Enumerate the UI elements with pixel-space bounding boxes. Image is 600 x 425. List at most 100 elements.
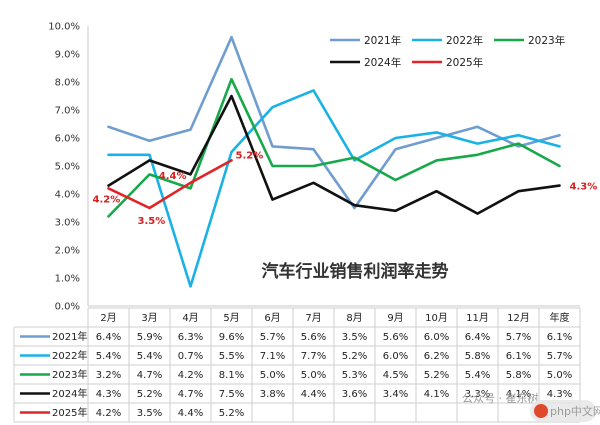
table-row-label: 2025年 [52, 406, 87, 419]
table-cell: 7.1% [260, 351, 285, 362]
table-cell: 3.3% [465, 389, 490, 400]
table-cell: 6.2% [424, 351, 449, 362]
table-cell: 3.5% [137, 408, 162, 419]
table-cell: 5.8% [465, 351, 490, 362]
y-tick-label: 0.0% [55, 302, 80, 313]
x-tick-label: 3月 [141, 312, 157, 324]
table-row-label: 2021年 [52, 330, 87, 343]
table-cell: 3.2% [96, 370, 121, 381]
x-tick-label: 10月 [425, 312, 448, 324]
watermark-site: php中文网 [550, 404, 600, 418]
y-tick-label: 3.0% [55, 218, 80, 229]
table-cell: 4.3% [547, 389, 572, 400]
table-cell: 5.2% [137, 389, 162, 400]
table-cell: 5.2% [342, 351, 367, 362]
legend-label: 2025年 [446, 56, 483, 69]
data-label: 4.2% [93, 194, 121, 205]
watermark-logo-badge [530, 400, 596, 422]
y-tick-label: 2.0% [55, 246, 80, 257]
table-cell: 4.2% [96, 408, 121, 419]
table-cell: 5.6% [383, 332, 408, 343]
legend-label: 2022年 [446, 34, 483, 47]
table-cell: 5.7% [547, 351, 572, 362]
watermark: 公众号 · 崔东树 php中文网 [462, 391, 600, 422]
x-tick-label: 2月 [100, 312, 116, 324]
table-cell: 5.7% [506, 332, 531, 343]
watermark-account: 公众号 · 崔东树 [462, 391, 539, 405]
legend-label: 2023年 [528, 34, 565, 47]
data-label: 3.5% [138, 216, 166, 227]
legend-label: 2024年 [364, 56, 401, 69]
watermark-logo-icon [534, 404, 548, 418]
table-cell: 4.2% [178, 370, 203, 381]
table-cell: 5.0% [547, 370, 572, 381]
data-table: 2月 3月 4月 5月 6月 7月 8月 9月 10月 11月 12月 年度 2021年 6.4% 5.9%… [13, 307, 581, 423]
table-cell: 3.8% [260, 389, 285, 400]
table-cell: 5.4% [465, 370, 490, 381]
table-cell: 4.5% [383, 370, 408, 381]
data-label: 4.4% [159, 171, 187, 182]
y-tick-label: 8.0% [55, 78, 80, 89]
x-tick-label: 9月 [387, 312, 403, 324]
table-cell: 6.0% [383, 351, 408, 362]
table-cell: 6.4% [96, 332, 121, 343]
annotations: 4.2% 3.5% 4.4% 5.2% 4.3% [93, 150, 598, 227]
table-cell: 3.4% [383, 389, 408, 400]
y-tick-label: 10.0% [48, 22, 80, 33]
table-cell: 5.0% [260, 370, 285, 381]
plot-area [87, 26, 580, 307]
table-cell: 3.5% [342, 332, 367, 343]
table-cell: 4.4% [178, 408, 203, 419]
table-cell: 4.7% [137, 370, 162, 381]
table-cell: 5.2% [424, 370, 449, 381]
table-row-label: 2022年 [52, 349, 87, 362]
table-cell: 4.7% [178, 389, 203, 400]
table-cell: 0.7% [178, 351, 203, 362]
x-tick-label: 5月 [223, 312, 239, 324]
x-tick-label: 12月 [507, 312, 530, 324]
y-tick-label: 4.0% [55, 190, 80, 201]
table-cell: 5.8% [506, 370, 531, 381]
table-cell: 5.2% [219, 408, 244, 419]
table-cell: 6.3% [178, 332, 203, 343]
table-cell: 9.6% [219, 332, 244, 343]
table-cell: 4.3% [96, 389, 121, 400]
table-cell: 5.9% [137, 332, 162, 343]
table-cell: 4.1% [424, 389, 449, 400]
x-tick-label: 11月 [466, 312, 489, 324]
series-line-1 [107, 35, 561, 210]
table-cell: 5.0% [301, 370, 326, 381]
data-label: 4.3% [570, 182, 598, 193]
data-label: 5.2% [236, 150, 264, 161]
series-line-3 [107, 77, 561, 218]
legend-label: 2021年 [364, 34, 401, 47]
x-tick-label: 7月 [305, 312, 321, 324]
table-cell: 6.1% [506, 351, 531, 362]
chart-title: 汽车行业销售利润率走势 [262, 261, 449, 282]
series-lines [107, 35, 561, 288]
x-tick-label: 6月 [264, 312, 280, 324]
y-tick-label: 1.0% [55, 274, 80, 285]
table-cell: 5.5% [219, 351, 244, 362]
series-line-5 [107, 159, 233, 210]
table-cell: 4.4% [301, 389, 326, 400]
legend: 2021年 2022年 2023年 2024年 2025年 [330, 34, 565, 69]
x-tick-label: 4月 [182, 312, 198, 324]
y-tick-label: 7.0% [55, 106, 80, 117]
table-cell: 6.4% [465, 332, 490, 343]
table-cell: 6.1% [547, 332, 572, 343]
table-cell: 5.7% [260, 332, 285, 343]
series-line-2 [107, 89, 561, 288]
table-cell: 7.5% [219, 389, 244, 400]
series-line-4 [107, 94, 561, 215]
table-cell: 7.7% [301, 351, 326, 362]
x-tick-label: 年度 [550, 311, 570, 324]
table-cell: 6.0% [424, 332, 449, 343]
table-cell: 5.4% [96, 351, 121, 362]
table-row-label: 2023年 [52, 368, 87, 381]
table-cell: 5.4% [137, 351, 162, 362]
y-tick-label: 5.0% [55, 162, 80, 173]
table-cell: 5.6% [301, 332, 326, 343]
y-tick-label: 6.0% [55, 134, 80, 145]
